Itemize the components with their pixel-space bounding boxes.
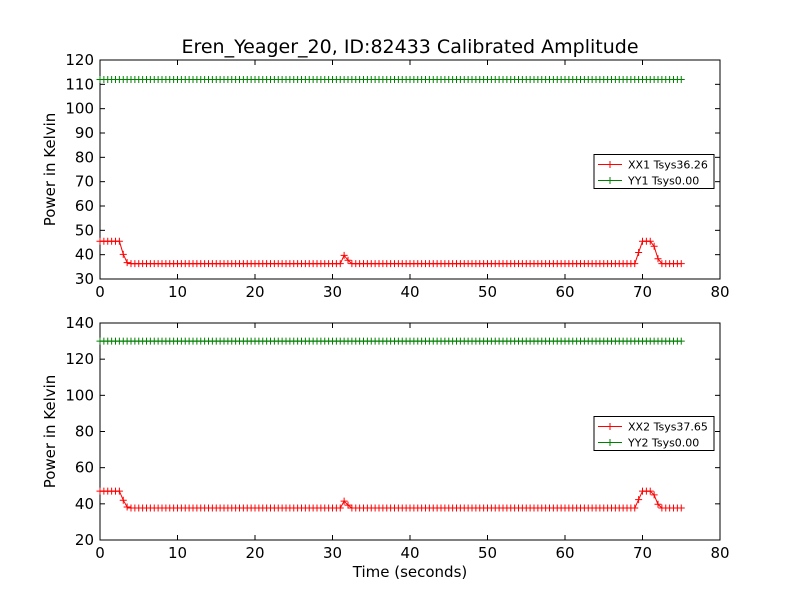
data-point bbox=[635, 496, 643, 504]
x-tick-label: 10 bbox=[168, 544, 187, 562]
legend-marker bbox=[606, 423, 614, 430]
series-1 bbox=[96, 337, 685, 345]
y-tick-label: 70 bbox=[75, 173, 94, 191]
legend-label: XX2 Tsys37.65 bbox=[628, 421, 708, 434]
data-point bbox=[336, 260, 344, 268]
x-tick-label: 10 bbox=[168, 283, 187, 301]
data-point bbox=[650, 491, 658, 499]
y-tick-label: 40 bbox=[75, 246, 94, 264]
data-point bbox=[119, 496, 127, 504]
x-tick-label: 20 bbox=[245, 283, 264, 301]
y-tick-label: 60 bbox=[75, 459, 94, 477]
data-point bbox=[123, 259, 131, 267]
y-tick-label: 140 bbox=[65, 314, 94, 332]
x-tick-label: 80 bbox=[710, 283, 729, 301]
data-point bbox=[646, 237, 654, 245]
data-point bbox=[654, 255, 662, 263]
data-point bbox=[650, 242, 658, 250]
y-tick-label: 120 bbox=[65, 350, 94, 368]
y-tick-label: 110 bbox=[65, 75, 94, 93]
data-point bbox=[677, 75, 685, 83]
legend: XX2 Tsys37.65 YY2 Tsys0.00 bbox=[593, 416, 715, 451]
data-point bbox=[115, 487, 123, 495]
x-tick-label: 80 bbox=[710, 544, 729, 562]
x-tick-label: 70 bbox=[633, 283, 652, 301]
series-1 bbox=[96, 75, 685, 83]
top-subplot: 0 10 20 30 40 50 60 70 80 30 40 50 60 70 80 90 100 110 120… bbox=[41, 51, 730, 301]
data-point bbox=[677, 337, 685, 345]
x-tick-label: 50 bbox=[478, 544, 497, 562]
legend-marker bbox=[606, 439, 614, 446]
data-point bbox=[340, 497, 348, 505]
data-point bbox=[654, 500, 662, 508]
legend-box bbox=[593, 416, 715, 451]
y-tick-label: 40 bbox=[75, 495, 94, 513]
x-tick-label: 60 bbox=[555, 283, 574, 301]
y-axis-label: Power in Kelvin bbox=[41, 375, 59, 489]
y-tick-label: 80 bbox=[75, 423, 94, 441]
data-point bbox=[115, 237, 123, 245]
data-point bbox=[123, 503, 131, 511]
data-point bbox=[635, 248, 643, 256]
data-point bbox=[336, 504, 344, 512]
x-tick-label: 30 bbox=[323, 283, 342, 301]
x-tick-label: 0 bbox=[95, 544, 105, 562]
legend: XX1 Tsys36.26 YY1 Tsys0.00 bbox=[593, 154, 715, 189]
y-tick-label: 100 bbox=[65, 100, 94, 118]
x-axis-label: Time (seconds) bbox=[352, 563, 468, 581]
data-point bbox=[344, 256, 352, 264]
legend-box bbox=[593, 154, 715, 189]
series-0 bbox=[96, 487, 685, 512]
legend-marker bbox=[606, 177, 614, 184]
x-tick-label: 20 bbox=[245, 544, 264, 562]
data-point bbox=[631, 504, 639, 512]
y-tick-label: 50 bbox=[75, 221, 94, 239]
x-tick-label: 30 bbox=[323, 544, 342, 562]
y-axis-label: Power in Kelvin bbox=[41, 113, 59, 227]
x-tick-label: 40 bbox=[400, 283, 419, 301]
legend-marker bbox=[606, 161, 614, 168]
x-tick-label: 70 bbox=[633, 544, 652, 562]
data-point bbox=[344, 501, 352, 509]
y-tick-label: 30 bbox=[75, 270, 94, 288]
x-tick-label: 60 bbox=[555, 544, 574, 562]
data-point bbox=[340, 251, 348, 259]
y-tick-label: 100 bbox=[65, 386, 94, 404]
x-tick-label: 50 bbox=[478, 283, 497, 301]
y-tick-label: 60 bbox=[75, 197, 94, 215]
series-0 bbox=[96, 237, 685, 268]
data-point bbox=[677, 504, 685, 512]
x-tick-label: 40 bbox=[400, 544, 419, 562]
y-tick-label: 90 bbox=[75, 124, 94, 142]
data-point bbox=[631, 260, 639, 268]
y-tick-label: 120 bbox=[65, 51, 94, 69]
data-point bbox=[119, 250, 127, 258]
data-point bbox=[677, 260, 685, 268]
chart-title: Eren_Yeager_20, ID:82433 Calibrated Ampl… bbox=[181, 36, 638, 58]
legend-label: YY1 Tsys0.00 bbox=[627, 175, 699, 188]
y-tick-label: 80 bbox=[75, 148, 94, 166]
data-point bbox=[646, 487, 654, 495]
y-tick-label: 20 bbox=[75, 531, 94, 549]
legend-label: XX1 Tsys36.26 bbox=[628, 159, 708, 172]
x-tick-label: 0 bbox=[95, 283, 105, 301]
legend-label: YY2 Tsys0.00 bbox=[627, 437, 699, 450]
bottom-subplot: 0 10 20 30 40 50 60 70 80 20 40 60 80 100 120 140 Power … bbox=[41, 314, 730, 581]
